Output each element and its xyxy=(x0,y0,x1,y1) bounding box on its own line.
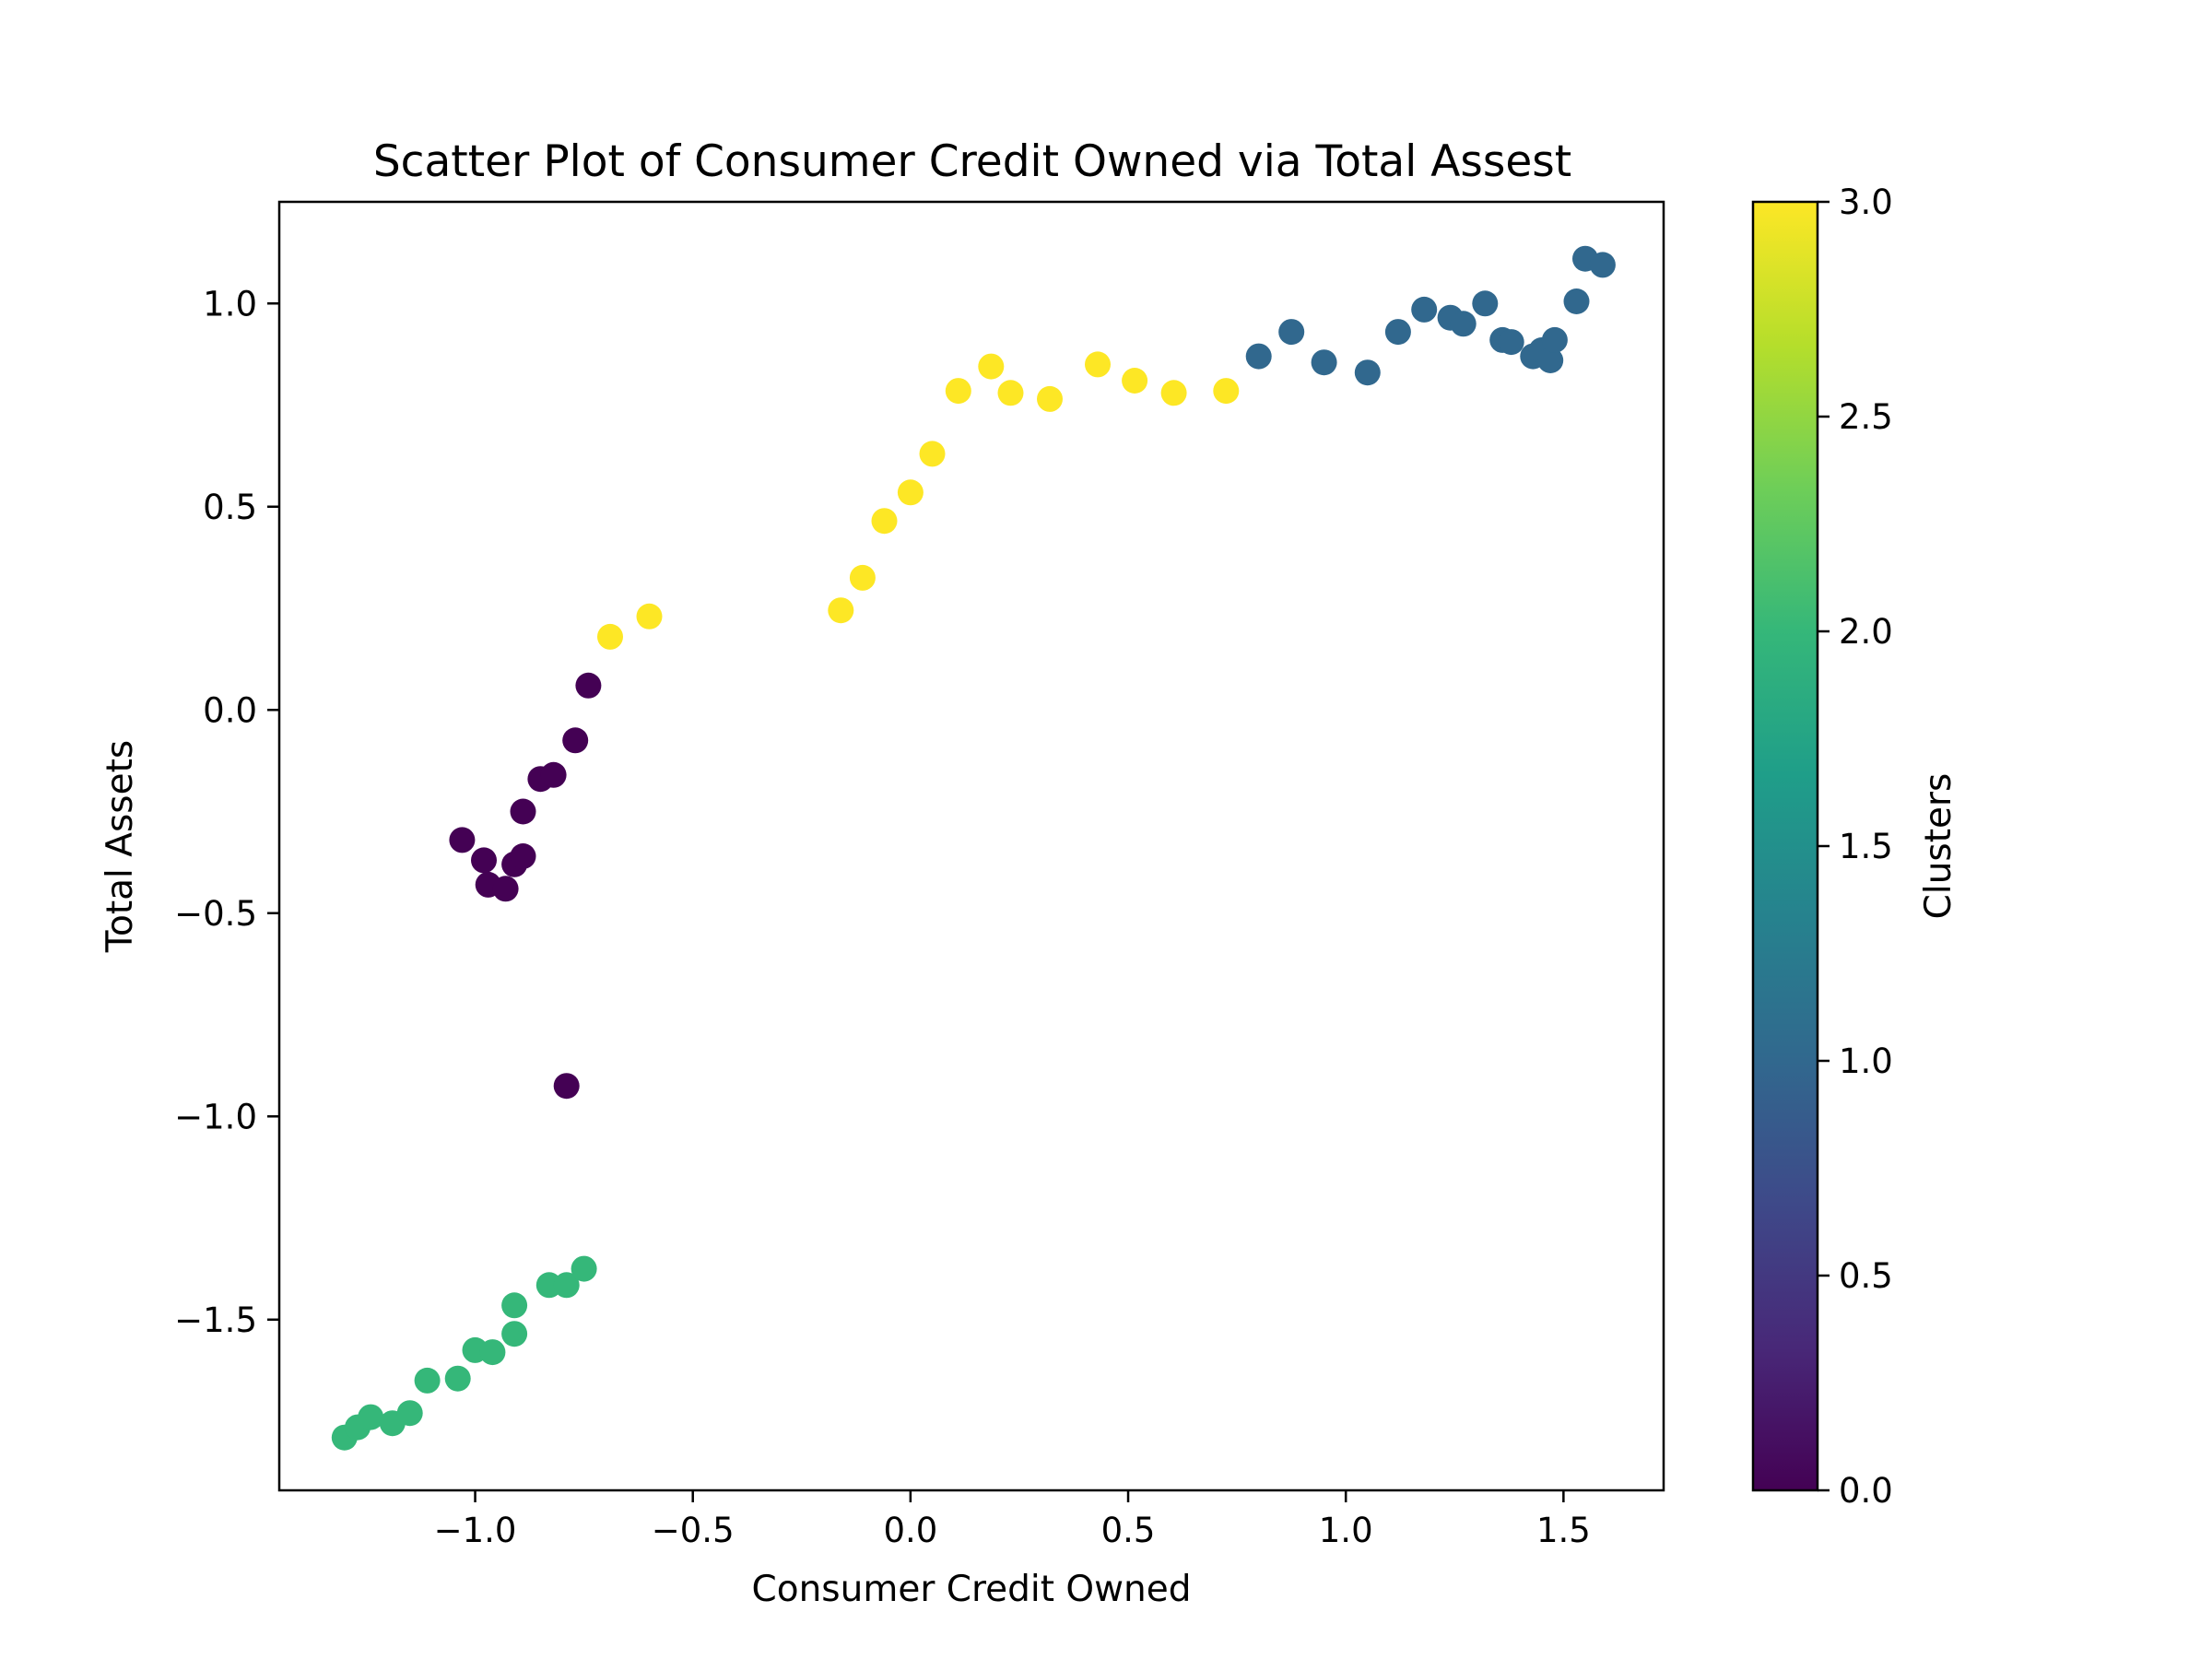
data-point xyxy=(510,843,536,869)
data-point xyxy=(562,727,589,754)
data-point xyxy=(1411,296,1438,323)
data-point xyxy=(358,1404,384,1430)
data-point xyxy=(449,827,476,853)
colorbar-tick-label: 1.5 xyxy=(1839,827,1893,866)
data-point xyxy=(553,1272,580,1299)
chart-title: Scatter Plot of Consumer Credit Owned vi… xyxy=(373,136,1571,187)
data-point xyxy=(1498,329,1524,356)
x-tick-label: 1.0 xyxy=(1319,1511,1373,1550)
x-axis-label: Consumer Credit Owned xyxy=(751,1569,1191,1610)
y-tick-label: −1.5 xyxy=(174,1300,257,1340)
x-axis-ticks: −1.0 −0.5 0.0 0.5 1.0 1.5 xyxy=(434,1490,1591,1550)
x-tick-label: 0.0 xyxy=(883,1511,937,1550)
y-tick-label: 0.5 xyxy=(203,488,257,527)
data-point xyxy=(828,597,854,624)
data-point xyxy=(636,603,663,629)
data-point xyxy=(1541,326,1568,353)
data-point xyxy=(945,378,971,405)
y-tick-label: 0.0 xyxy=(203,690,257,730)
colorbar-tick-label: 0.0 xyxy=(1839,1471,1893,1511)
colorbar-tick-label: 3.0 xyxy=(1839,182,1893,222)
data-point xyxy=(492,876,519,902)
points-layer xyxy=(331,245,1616,1451)
data-point xyxy=(1563,288,1590,314)
colorbar-gradient xyxy=(1753,202,1818,1490)
data-point xyxy=(1213,378,1240,405)
data-point xyxy=(1537,347,1564,373)
x-tick-label: −0.5 xyxy=(652,1511,735,1550)
data-point xyxy=(849,564,876,591)
colorbar-label: Clusters xyxy=(1918,773,1959,920)
data-point xyxy=(414,1367,441,1394)
data-point xyxy=(575,672,602,699)
y-axis-ticks: −1.5 −1.0 −0.5 0.0 0.5 1.0 xyxy=(174,284,279,1340)
colorbar-tick-label: 1.0 xyxy=(1839,1041,1893,1081)
data-point xyxy=(1589,252,1616,278)
data-point xyxy=(1354,359,1381,386)
data-point xyxy=(501,1292,528,1319)
x-tick-label: 0.5 xyxy=(1101,1511,1156,1550)
data-point xyxy=(1160,380,1187,406)
data-point xyxy=(871,508,898,535)
data-point xyxy=(1278,319,1305,346)
colorbar-tick-label: 0.5 xyxy=(1839,1256,1893,1296)
colorbar: 0.0 0.5 1.0 1.5 2.0 2.5 3.0 Clusters xyxy=(1751,182,1959,1511)
plot-area: −1.0 −0.5 0.0 0.5 1.0 1.5 −1.5 −1.0 −0.5 0.0 0.5 1… xyxy=(174,200,1665,1550)
x-tick-label: −1.0 xyxy=(434,1511,517,1550)
data-point xyxy=(1037,385,1063,412)
data-point xyxy=(1384,319,1411,346)
data-point xyxy=(1085,351,1111,378)
data-point xyxy=(978,353,1005,380)
data-point xyxy=(501,1321,528,1347)
data-point xyxy=(1472,290,1499,317)
data-point xyxy=(479,1339,506,1366)
data-point xyxy=(396,1400,423,1427)
data-point xyxy=(540,761,567,788)
data-point xyxy=(897,479,924,506)
x-tick-label: 1.5 xyxy=(1536,1511,1591,1550)
data-point xyxy=(1122,368,1148,394)
data-point xyxy=(1245,343,1272,370)
data-point xyxy=(510,798,536,825)
data-point xyxy=(553,1073,580,1100)
colorbar-tick-label: 2.5 xyxy=(1839,397,1893,437)
colorbar-tick-label: 2.0 xyxy=(1839,612,1893,652)
data-point xyxy=(471,847,497,874)
data-point xyxy=(919,441,946,467)
y-tick-label: 1.0 xyxy=(203,284,257,324)
colorbar-ticks: 0.0 0.5 1.0 1.5 2.0 2.5 3.0 xyxy=(1818,182,1893,1511)
y-tick-label: −0.5 xyxy=(174,894,257,934)
data-point xyxy=(444,1365,471,1392)
data-point xyxy=(571,1255,597,1282)
data-point xyxy=(1450,311,1477,337)
plot-frame xyxy=(277,200,1665,1492)
data-point xyxy=(1311,349,1337,376)
data-point xyxy=(997,380,1024,406)
data-point xyxy=(597,623,623,650)
y-axis-label: Total Assets xyxy=(100,740,141,953)
y-tick-label: −1.0 xyxy=(174,1097,257,1136)
